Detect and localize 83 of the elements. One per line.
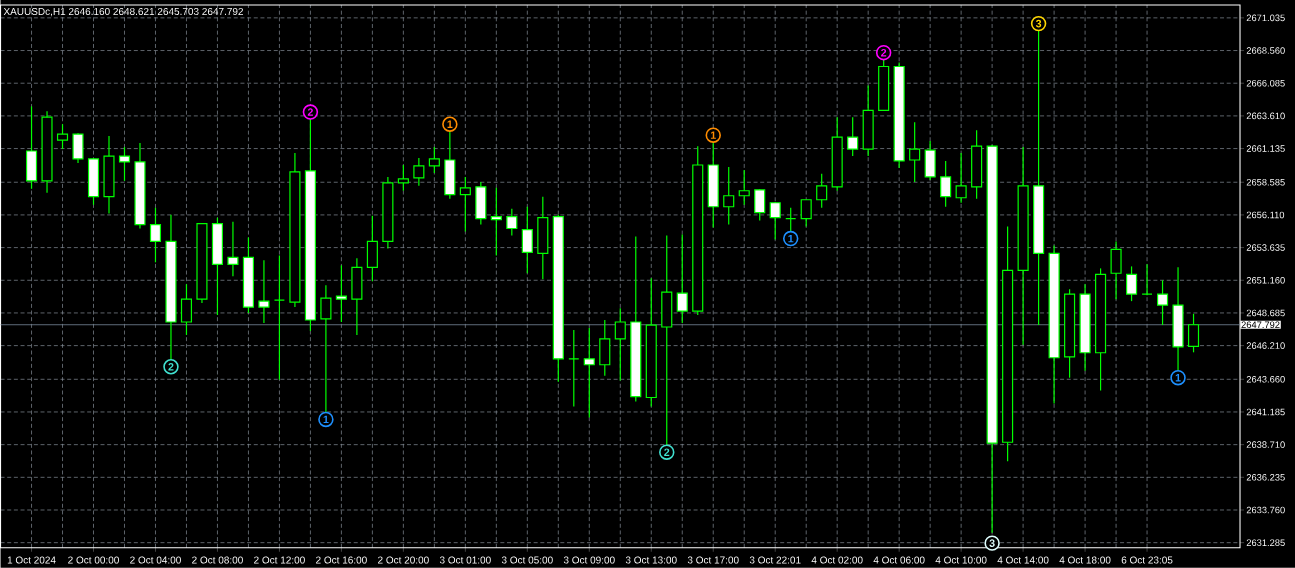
series-label: 1 [323, 415, 329, 424]
y-tick-label: 2648.685 [1246, 309, 1285, 317]
candlestick [335, 264, 347, 323]
x-tick-label: 2 Oct 12:00 [254, 556, 305, 564]
x-tick-label: 4 Oct 14:00 [997, 556, 1049, 564]
candlestick [769, 201, 781, 241]
x-tick-label: 2 Oct 00:00 [68, 556, 119, 564]
candlestick [847, 116, 859, 157]
x-tick-label: 4 Oct 18:00 [1059, 556, 1111, 564]
candlestick [1110, 240, 1122, 300]
x-tick-label: 1 Oct 2024 [7, 556, 56, 564]
candlestick [258, 259, 270, 324]
x-tick-label: 3 Oct 01:00 [439, 556, 491, 564]
candlestick [149, 207, 162, 263]
y-tick-label: 2661.135 [1246, 145, 1285, 152]
x-tick-label: 3 Oct 09:00 [563, 556, 615, 564]
y-tick-label: 2663.610 [1246, 112, 1285, 120]
candlestick [1141, 263, 1153, 296]
x-tick-label: 2 Oct 08:00 [192, 556, 243, 564]
series-label: 3 [989, 539, 995, 547]
text: 2 [881, 48, 887, 57]
series-label: 2 [307, 108, 313, 116]
y-tick-label: 2638.710 [1246, 441, 1285, 448]
candlestick [273, 254, 285, 381]
candlestick [940, 160, 952, 208]
x-tick-label: 4 Oct 02:00 [811, 556, 863, 564]
y-tick-label: 2656.110 [1246, 211, 1285, 219]
y-tick-label: 2651.160 [1246, 276, 1285, 284]
chart-title: XAUUSDc,H1 2646.160 2648.621 2645.703 2647.792 [3, 7, 244, 17]
candlestick [614, 307, 626, 382]
candlestick [754, 188, 766, 222]
candlestick [118, 146, 131, 182]
candlestick [955, 152, 967, 204]
y-tick-label: 2671.035 [1246, 14, 1285, 22]
text: 2 [664, 448, 670, 456]
y-tick-label: 2653.635 [1246, 244, 1285, 251]
x-tick-label: 3 Oct 05:00 [501, 556, 553, 564]
x-tick-label: 2 Oct 20:00 [378, 556, 429, 564]
x-tick-label: 4 Oct 06:00 [873, 556, 925, 564]
candlestick [459, 176, 471, 233]
y-tick-label: 2641.185 [1246, 408, 1285, 416]
x-tick-label: 2 Oct 16:00 [316, 556, 367, 564]
candlestick [521, 206, 533, 274]
candlestick [676, 233, 688, 324]
candlestick [397, 164, 409, 192]
candlestick [180, 283, 193, 336]
series-label: 3 [1035, 19, 1042, 28]
y-tick-label: 2631.285 [1246, 539, 1285, 546]
x-tick-label: 4 Oct 10:00 [935, 556, 987, 564]
candlestick [816, 173, 828, 209]
x-tick-label: 3 Oct 22:01 [749, 556, 801, 564]
y-tick-label: 2636.235 [1246, 474, 1285, 481]
y-tick-label: 2666.085 [1246, 79, 1285, 87]
x-tick-label: 2 Oct 04:00 [130, 556, 181, 564]
candlestick [227, 221, 239, 277]
text: 1 [1175, 374, 1181, 382]
x-tick-label: 3 Oct 17:00 [687, 556, 739, 564]
y-tick-label: 2633.760 [1246, 506, 1285, 514]
y-tick-label: 2643.660 [1246, 376, 1285, 383]
series-label: 2 [168, 363, 174, 371]
ref-line-label: 2647.792 [1241, 321, 1280, 329]
candlestick [909, 121, 921, 183]
candlestick [568, 329, 580, 408]
y-tick-label: 2646.210 [1246, 342, 1285, 349]
text: 1 [447, 120, 453, 128]
candlestick [1156, 279, 1169, 326]
candlestick [428, 146, 440, 174]
series-label: 1 [710, 131, 716, 139]
x-tick-label: 3 Oct 13:00 [625, 556, 677, 564]
candlestick [738, 169, 750, 206]
candlestick [56, 123, 69, 150]
x-tick-label: 6 Oct 23:05 [1121, 556, 1173, 564]
candlestick [413, 157, 425, 187]
candlestick [490, 187, 502, 257]
candlestick [800, 199, 812, 228]
candlestick [1126, 265, 1138, 302]
candlestick [506, 208, 518, 237]
y-tick-label: 2668.560 [1246, 47, 1285, 54]
candlestick [1187, 313, 1200, 353]
candlestick [723, 166, 735, 226]
candlestick [583, 327, 595, 419]
y-tick-label: 2658.585 [1246, 178, 1285, 186]
text: 1 [788, 234, 794, 243]
